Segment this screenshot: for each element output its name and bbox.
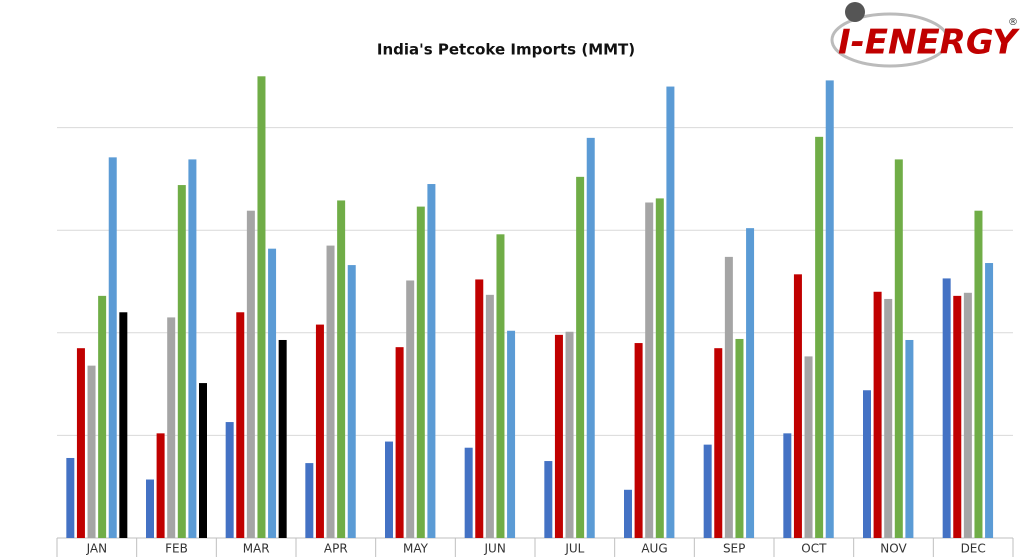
bar	[496, 234, 505, 538]
bar	[645, 202, 654, 539]
bar	[985, 263, 994, 538]
x-tick-label: SEP	[723, 542, 745, 556]
logo-globe	[845, 2, 865, 22]
bar	[655, 198, 664, 539]
bar	[177, 185, 186, 538]
bar	[735, 338, 744, 538]
bar	[863, 390, 871, 538]
logo-ring	[830, 12, 950, 68]
bar	[953, 295, 962, 538]
bar	[395, 347, 404, 538]
x-tick-label: JUN	[484, 542, 506, 556]
x-tick-label: NOV	[880, 542, 907, 556]
bar	[406, 280, 415, 538]
bar	[724, 256, 733, 538]
bar	[108, 157, 117, 538]
bar	[624, 489, 632, 538]
chart-title: India's Petcoke Imports (MMT)	[377, 41, 635, 59]
bar	[246, 210, 255, 538]
x-tick-label: JAN	[86, 542, 108, 556]
bar	[326, 245, 335, 538]
bar	[942, 278, 951, 538]
x-tick-label: FEB	[165, 542, 188, 556]
bar	[666, 86, 675, 538]
bar	[815, 136, 824, 539]
bar	[305, 463, 314, 538]
bar	[156, 433, 165, 538]
bar	[884, 298, 893, 538]
bar	[783, 433, 792, 538]
bar	[76, 348, 85, 538]
x-tick-label: MAY	[403, 542, 429, 556]
bar	[119, 312, 128, 538]
bar	[188, 159, 197, 538]
bar	[873, 291, 882, 538]
bar	[66, 457, 75, 538]
bar	[507, 330, 516, 538]
bar	[236, 312, 245, 538]
x-tick-label: OCT	[801, 542, 827, 556]
bar	[905, 339, 914, 538]
bar	[337, 200, 346, 539]
bar	[804, 356, 813, 538]
bar	[225, 422, 234, 538]
bar	[464, 447, 473, 538]
bar	[825, 80, 834, 539]
bar	[746, 228, 755, 538]
bar	[278, 339, 287, 538]
bar	[963, 292, 972, 538]
bar	[565, 331, 574, 538]
bar	[974, 210, 983, 538]
x-tick-label: APR	[324, 542, 348, 556]
bar	[427, 184, 436, 538]
bar	[167, 317, 176, 538]
bar	[485, 294, 494, 538]
bar	[268, 248, 277, 538]
bar	[416, 206, 425, 539]
x-tick-label: JUL	[564, 542, 584, 556]
bar	[554, 334, 563, 538]
x-tick-label: MAR	[243, 542, 270, 556]
x-tick-label: AUG	[641, 542, 667, 556]
bar	[475, 279, 484, 538]
bar	[315, 324, 324, 538]
x-tick-label: DEC	[961, 542, 986, 556]
bar	[347, 265, 356, 538]
bar	[576, 176, 585, 538]
bar	[714, 348, 723, 538]
bar	[87, 365, 96, 538]
bar	[257, 76, 266, 539]
bar	[544, 461, 553, 538]
bar	[586, 137, 595, 539]
bar	[894, 159, 903, 538]
bar	[146, 479, 154, 538]
logo-text: I-ENERGY	[838, 23, 1020, 63]
bar	[98, 295, 107, 538]
bar	[703, 444, 712, 538]
logo: I-ENERGY ®	[830, 2, 1020, 68]
logo-mark: ®	[1008, 17, 1018, 28]
bar	[793, 274, 802, 538]
bar	[199, 383, 207, 538]
bar	[634, 343, 643, 538]
bar	[385, 441, 393, 538]
